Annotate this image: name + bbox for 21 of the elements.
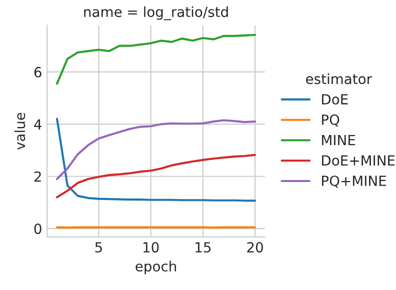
y-tick-label: 6	[34, 66, 42, 78]
y-tick-label: 0	[34, 224, 42, 234]
x-tick-label: 15	[196, 242, 211, 253]
line-series	[56, 119, 256, 180]
y-tick-label: 4	[34, 119, 42, 130]
y-axis-title: value	[14, 112, 26, 150]
legend-label: DoE+MINE	[322, 155, 395, 166]
y-tick-label: 2	[34, 171, 41, 182]
x-tick-label: 5	[95, 242, 102, 253]
legend-label: DoE	[322, 94, 348, 105]
chart-title: name = log_ratio/std	[84, 6, 228, 20]
x-axis-title: epoch	[136, 260, 176, 274]
line-series	[56, 154, 256, 198]
x-tick-label: 20	[247, 242, 263, 253]
line-series	[56, 118, 256, 202]
x-tick-label: 10	[144, 242, 159, 253]
legend-label: MINE	[322, 134, 356, 146]
legend-label: PQ	[322, 114, 340, 127]
legend-label: PQ+MINE	[322, 176, 386, 188]
legend-title: estimator	[306, 73, 372, 84]
line-series	[56, 34, 256, 85]
